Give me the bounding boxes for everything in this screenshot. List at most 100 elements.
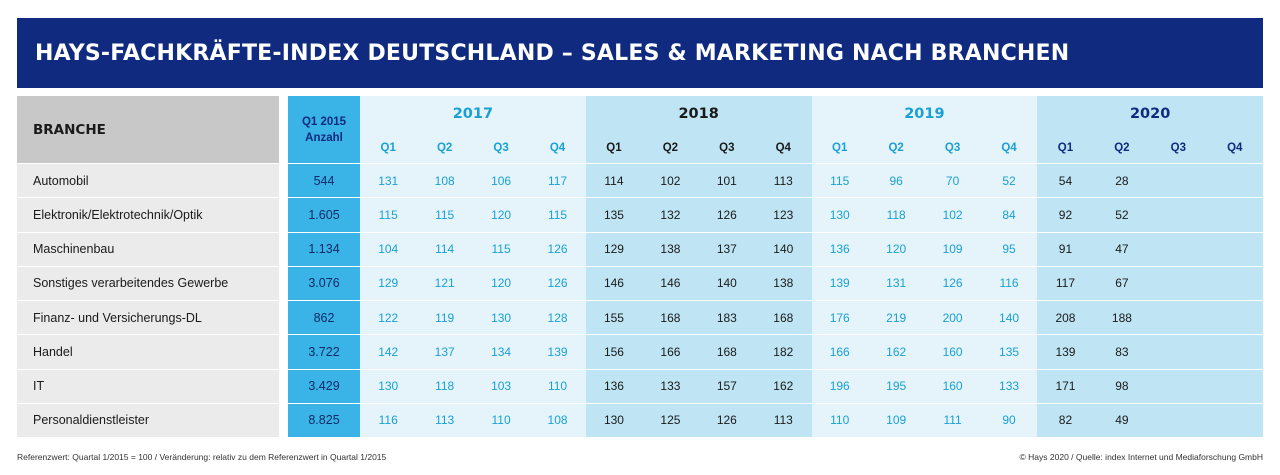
year-label: 2018 — [678, 106, 719, 122]
index-value: 155 — [585, 301, 643, 336]
index-value: 157 — [698, 369, 756, 404]
branche-label: Handel — [17, 335, 279, 370]
index-value: 139 — [1037, 335, 1094, 370]
index-value — [1206, 335, 1263, 370]
index-value: 102 — [642, 164, 699, 199]
index-value: 28 — [1093, 164, 1151, 199]
index-value: 133 — [642, 369, 699, 404]
index-value — [1206, 232, 1263, 267]
index-value: 125 — [642, 403, 699, 438]
index-value: 196 — [811, 369, 868, 404]
index-value: 113 — [755, 403, 812, 438]
index-value: 131 — [360, 164, 417, 199]
quarter-header-q4: Q4 — [1227, 141, 1243, 154]
index-value: 176 — [811, 301, 868, 336]
quarter-header-q1: Q1 — [1057, 141, 1074, 154]
index-value: 135 — [980, 335, 1038, 370]
index-value: 47 — [1093, 232, 1151, 267]
index-value: 115 — [416, 198, 473, 233]
index-value: 140 — [698, 266, 756, 301]
index-value: 102 — [924, 198, 981, 233]
quarter-header-q4: Q4 — [549, 141, 566, 154]
index-value: 168 — [698, 335, 756, 370]
index-value: 106 — [472, 164, 530, 199]
index-value — [1150, 369, 1207, 404]
index-value: 115 — [811, 164, 868, 199]
reference-value: 1.134 — [288, 232, 360, 267]
index-value: 168 — [755, 301, 812, 336]
index-value: 126 — [698, 198, 756, 233]
index-value: 110 — [472, 403, 530, 438]
index-value: 139 — [529, 335, 586, 370]
index-value: 109 — [924, 232, 981, 267]
index-value: 146 — [642, 266, 699, 301]
index-value: 130 — [811, 198, 868, 233]
index-value: 126 — [529, 266, 586, 301]
index-value — [1206, 301, 1263, 336]
quarter-headers: Q1 Q2 Q3 Q4 — [812, 132, 1038, 163]
index-value: 117 — [529, 164, 586, 199]
index-value: 118 — [416, 369, 473, 404]
branche-label: Finanz- und Versicherungs-DL — [17, 301, 279, 336]
index-value — [1206, 164, 1263, 199]
index-value: 116 — [360, 403, 417, 438]
index-value: 137 — [698, 232, 756, 267]
reference-value: 1.605 — [288, 198, 360, 233]
branche-label: Personaldienstleister — [17, 403, 279, 438]
branche-label: Automobil — [17, 164, 279, 199]
reference-value: 3.722 — [288, 335, 360, 370]
index-value: 115 — [360, 198, 417, 233]
quarter-headers: Q1 Q2 Q3 Q4 — [360, 132, 586, 163]
reference-value: 3.429 — [288, 369, 360, 404]
reference-value: 862 — [288, 301, 360, 336]
index-value: 208 — [1037, 301, 1094, 336]
index-value: 119 — [416, 301, 473, 336]
index-value: 136 — [585, 369, 643, 404]
index-value: 134 — [472, 335, 530, 370]
branche-label: Elektronik/Elektrotechnik/Optik — [17, 198, 279, 233]
index-value: 133 — [980, 369, 1038, 404]
index-value: 110 — [811, 403, 868, 438]
index-value: 114 — [416, 232, 473, 267]
index-value: 67 — [1093, 266, 1151, 301]
index-value: 118 — [867, 198, 925, 233]
index-value: 140 — [755, 232, 812, 267]
quarter-header-q3: Q3 — [944, 141, 961, 154]
index-value: 126 — [529, 232, 586, 267]
index-value: 101 — [698, 164, 756, 199]
reference-value: 8.825 — [288, 403, 360, 438]
quarter-header-q3: Q3 — [1170, 141, 1187, 154]
index-value: 160 — [924, 369, 981, 404]
index-value: 90 — [980, 403, 1038, 438]
index-value: 109 — [867, 403, 925, 438]
index-value: 162 — [867, 335, 925, 370]
index-value — [1206, 266, 1263, 301]
index-value: 115 — [472, 232, 530, 267]
index-value: 115 — [529, 198, 586, 233]
index-value: 131 — [867, 266, 925, 301]
reference-header-line: Q1 2015 — [301, 115, 347, 128]
index-value: 120 — [867, 232, 925, 267]
branche-label: IT — [17, 369, 279, 404]
index-value: 111 — [924, 403, 981, 438]
index-value: 130 — [585, 403, 643, 438]
index-value: 135 — [585, 198, 643, 233]
reference-value: 544 — [288, 164, 360, 199]
index-value: 104 — [360, 232, 417, 267]
index-value: 92 — [1037, 198, 1094, 233]
index-value — [1150, 301, 1207, 336]
data-table: BRANCHE Q1 2015 Anzahl 2017 Q1 Q2 Q3 Q4 2018 Q1 Q2… — [17, 96, 1263, 438]
index-value: 156 — [585, 335, 643, 370]
footnote-reference: Referenzwert: Quartal 1/2015 = 100 / Ver… — [17, 452, 387, 462]
quarter-header-q2: Q2 — [436, 141, 453, 154]
index-value: 82 — [1037, 403, 1094, 438]
quarter-header-q3: Q3 — [493, 141, 509, 154]
index-value: 123 — [755, 198, 812, 233]
index-value: 91 — [1037, 232, 1094, 267]
index-value: 120 — [472, 266, 530, 301]
index-value: 166 — [811, 335, 868, 370]
index-value: 146 — [585, 266, 643, 301]
index-value — [1150, 198, 1207, 233]
index-value — [1150, 335, 1207, 370]
index-value: 171 — [1037, 369, 1094, 404]
